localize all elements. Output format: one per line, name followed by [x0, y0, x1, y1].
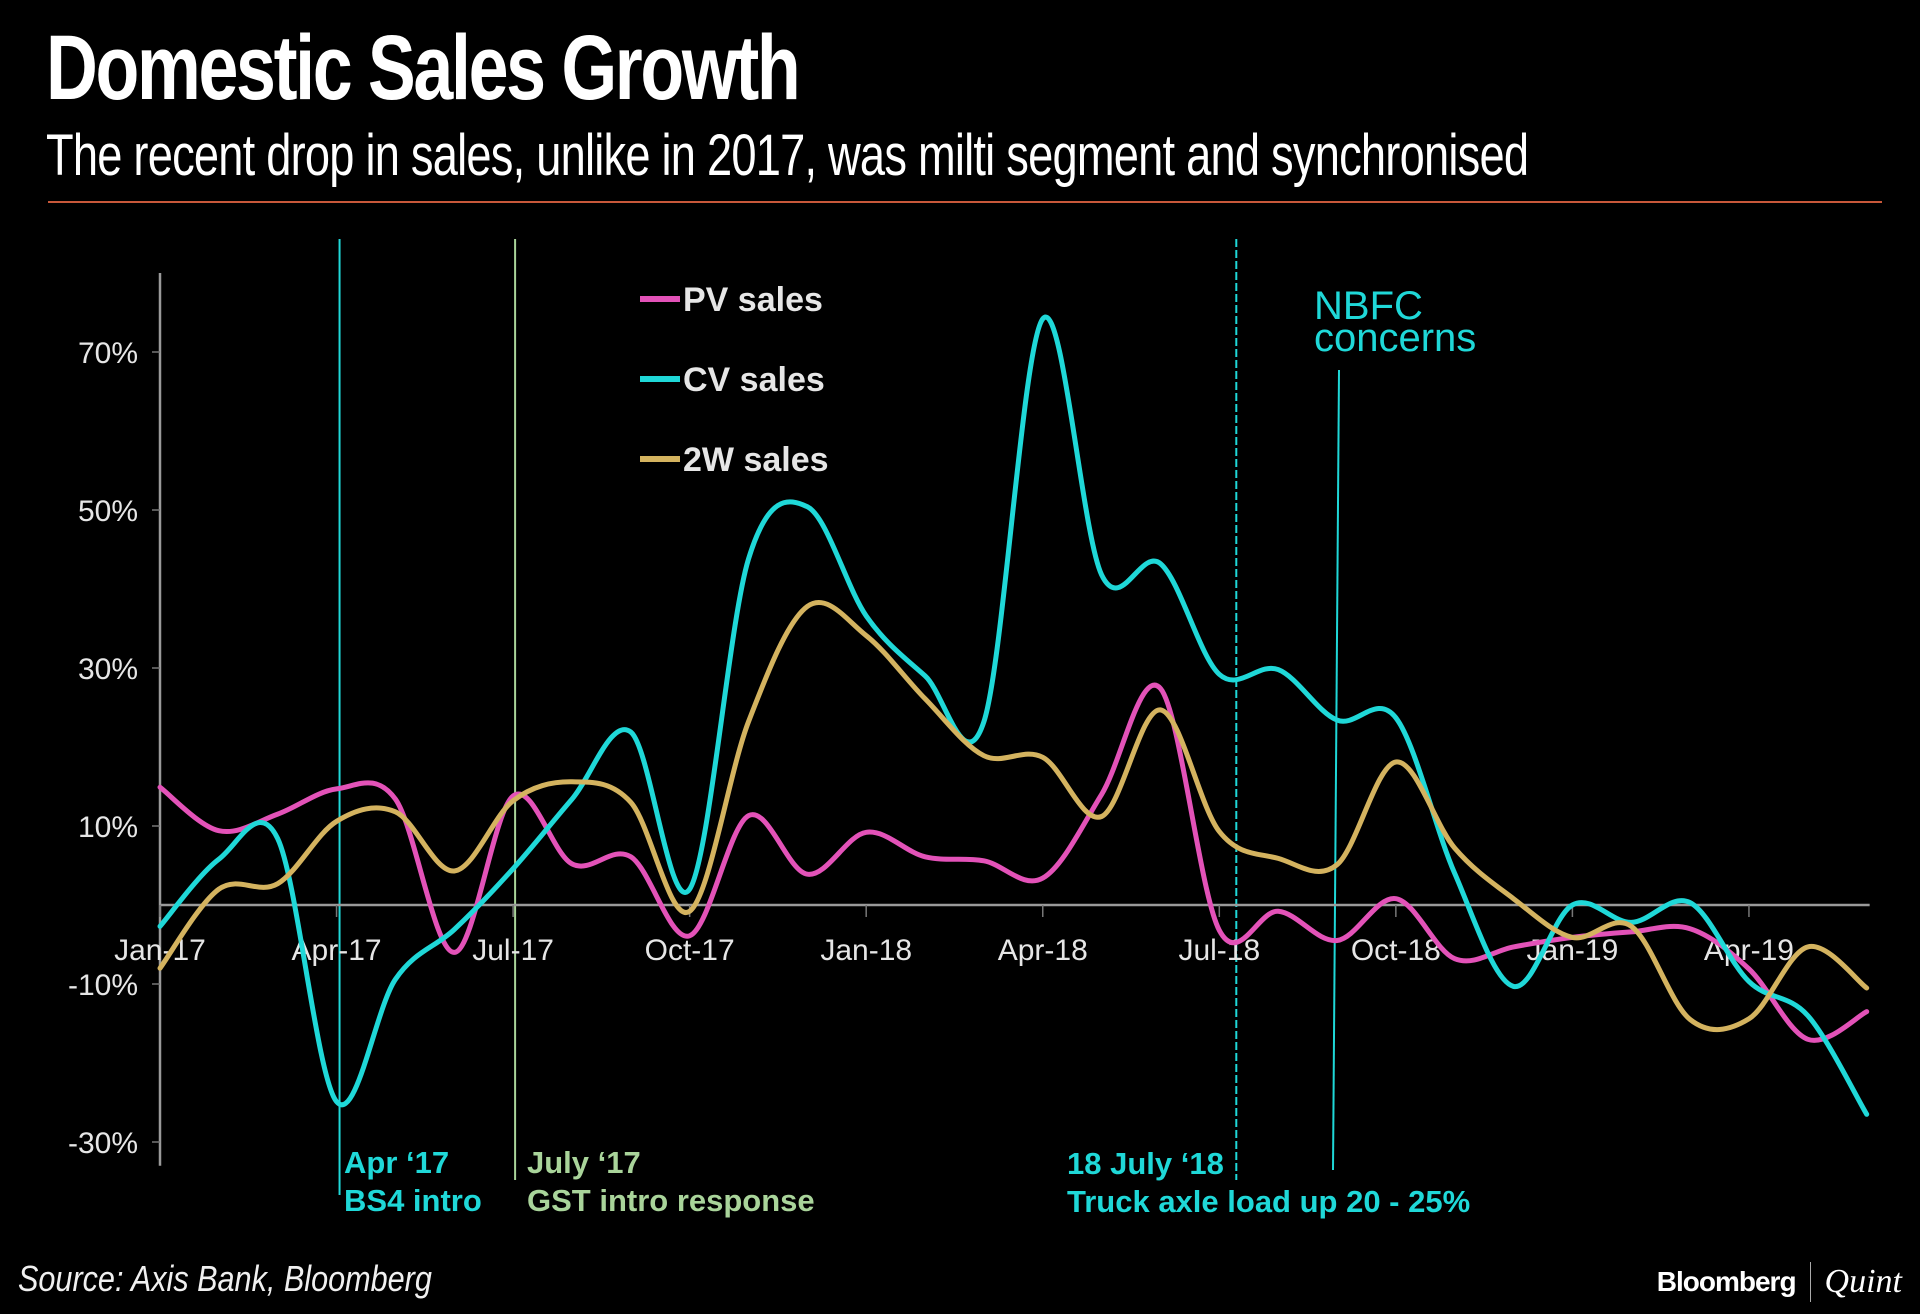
- series-line-pv: [157, 682, 1870, 1043]
- title-divider: [48, 201, 1882, 203]
- chart-title: Domestic Sales Growth: [46, 17, 801, 119]
- y-tick-label: 70%: [78, 337, 138, 370]
- chart-subtitle: The recent drop in sales, unlike in 2017…: [46, 123, 1529, 188]
- x-tick-label: Oct-18: [1351, 934, 1441, 967]
- x-tick-label: Oct-17: [645, 934, 735, 967]
- x-tick-label: Jan-18: [820, 934, 912, 967]
- annotation-axle-line1: 18 July ‘18: [1067, 1146, 1224, 1181]
- annotation-nbfc-line2: concerns: [1314, 316, 1476, 360]
- legend-label-pv: PV sales: [683, 281, 823, 319]
- x-tick-label: Jul-17: [472, 934, 554, 967]
- legend-label-w2: 2W sales: [683, 441, 829, 479]
- y-tick-label: 30%: [78, 653, 138, 686]
- x-tick-label: Apr-18: [998, 934, 1088, 967]
- series-lines: [157, 314, 1870, 1117]
- annotation-axle-line2: Truck axle load up 20 - 25%: [1067, 1184, 1470, 1219]
- annotation-nbfc-line1: NBFC: [1314, 284, 1423, 328]
- x-tick-label: Jan-17: [114, 934, 206, 967]
- annotation-gst-line2: GST intro response: [527, 1183, 815, 1218]
- y-tick-label: 50%: [78, 495, 138, 528]
- source-note: Source: Axis Bank, Bloomberg: [18, 1258, 432, 1299]
- y-tick-label: 10%: [78, 811, 138, 844]
- y-tick-label: -10%: [68, 969, 138, 1002]
- legend: PV sales CV sales 2W sales: [640, 281, 829, 479]
- annotation-lines: [338, 239, 1340, 1195]
- y-tick-label: -30%: [68, 1127, 138, 1160]
- nbfc-marker-line: [1332, 369, 1340, 1171]
- brand-quint: Quint: [1824, 1263, 1902, 1300]
- x-tick-label: Jul-18: [1178, 934, 1260, 967]
- legend-label-cv: CV sales: [683, 361, 825, 399]
- annotation-bs4-line2: BS4 intro: [344, 1183, 482, 1218]
- brand-bloomberg: Bloomberg: [1656, 1266, 1797, 1297]
- annotation-gst-line1: July ‘17: [527, 1145, 641, 1180]
- annotation-bs4-line1: Apr ‘17: [344, 1145, 449, 1180]
- brand-logo: Bloomberg Quint: [1657, 1262, 1902, 1302]
- axes: 70%50%30%10%-10%-30%Jan-17 Apr-17 Jul-17 Oc…: [68, 273, 1870, 1166]
- brand-separator: [1809, 1262, 1811, 1302]
- series-line-cv: [157, 314, 1870, 1117]
